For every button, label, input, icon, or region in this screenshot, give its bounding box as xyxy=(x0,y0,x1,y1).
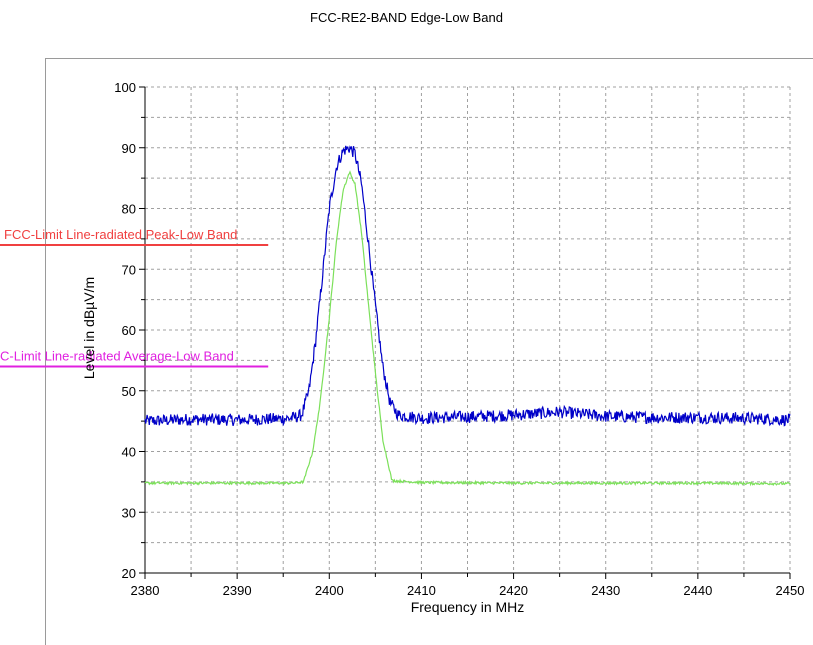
x-tick-label: 2440 xyxy=(683,583,712,598)
series-lines xyxy=(144,145,791,487)
y-tick-label: 60 xyxy=(122,323,136,338)
x-tick-label: 2410 xyxy=(407,583,436,598)
x-tick-label: 2390 xyxy=(223,583,252,598)
y-tick-label: 100 xyxy=(114,80,136,95)
x-axis-label: Frequency in MHz xyxy=(411,599,525,615)
tick-labels: 2380 2390 2400 2410 2420 2430 2440 2450 20 30 40 50… xyxy=(114,80,804,598)
x-tick-label: 2380 xyxy=(131,583,160,598)
y-tick-label: 30 xyxy=(122,505,136,520)
y-tick-label: 20 xyxy=(122,566,136,581)
grid-lines xyxy=(145,86,791,573)
limit-label: C-Limit Line-radiated Average-Low Band xyxy=(0,348,234,363)
x-tick-label: 2420 xyxy=(499,583,528,598)
x-tick-label: 2450 xyxy=(776,583,805,598)
axes xyxy=(139,86,791,579)
y-axis-label: Level in dBµV/m xyxy=(81,277,97,379)
y-tick-label: 90 xyxy=(122,141,136,156)
series-line xyxy=(144,145,791,427)
plot-frame xyxy=(45,58,813,645)
limit-lines: FCC-Limit Line-radiated Peak-Low Band C-L… xyxy=(0,227,269,368)
y-tick-label: 70 xyxy=(122,262,136,277)
limit-label: FCC-Limit Line-radiated Peak-Low Band xyxy=(4,227,237,242)
y-tick-label: 50 xyxy=(122,384,136,399)
y-tick-label: 80 xyxy=(122,202,136,217)
chart-title: FCC-RE2-BAND Edge-Low Band xyxy=(310,10,503,25)
series-line xyxy=(144,170,791,487)
y-tick-label: 40 xyxy=(122,445,136,460)
x-tick-label: 2400 xyxy=(315,583,344,598)
x-tick-label: 2430 xyxy=(591,583,620,598)
